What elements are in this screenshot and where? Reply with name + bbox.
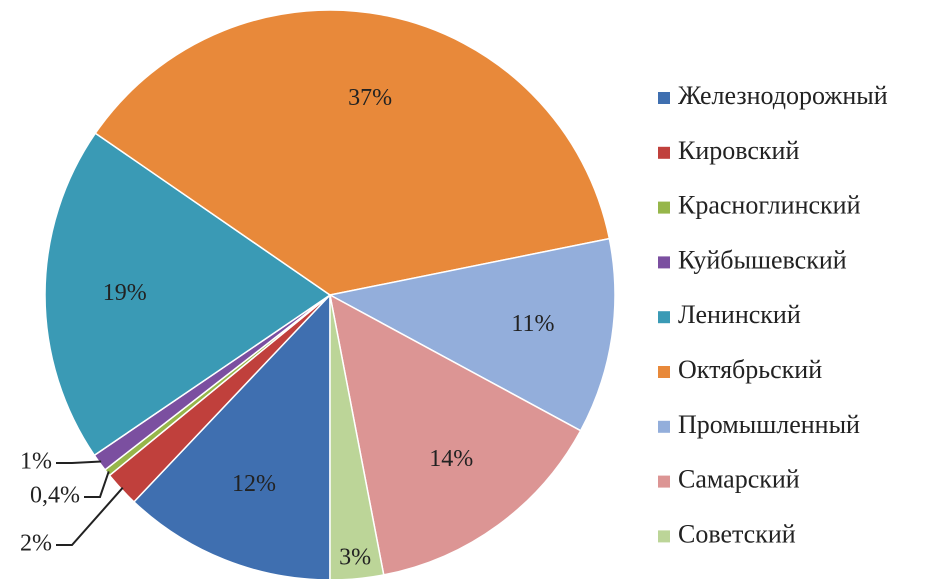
pie-slice [132,293,331,579]
pie-slice [328,293,582,576]
legend-swatch [658,311,670,324]
data-label: 12% [232,471,276,497]
legend-swatch [658,256,670,269]
legend-swatch [658,420,670,433]
legend-label: Октябрьский [678,355,822,384]
pie-slice [44,132,332,457]
legend-label: Железнодорожный [678,81,888,110]
pie-slice [94,9,611,296]
data-label: 11% [511,311,554,337]
data-label: 2% [20,531,52,557]
legend-swatch [658,530,670,543]
data-label: 1% [20,449,52,475]
legend-swatch [658,92,670,104]
leader-line [56,487,124,546]
legend-label: Ленинский [678,300,801,329]
legend-label: Самарский [678,465,800,494]
legend-label: Красноглинский [678,191,861,220]
leader-line [56,460,102,464]
leader-line [84,471,110,498]
pie-slice [327,237,616,432]
legend-swatch [658,366,670,378]
legend-swatch [658,146,670,159]
legend-label: Кировский [678,136,799,165]
legend-label: Советский [678,519,796,548]
data-label: 3% [339,544,371,570]
legend-label: Промышленный [678,410,860,439]
legend-swatch [658,201,670,214]
data-label: 14% [429,446,473,472]
data-label: 0,4% [30,483,80,509]
data-label: 37% [348,85,392,111]
legend-label: Куйбышевский [678,245,847,274]
legend-swatch [658,475,670,488]
data-label: 19% [103,280,147,306]
